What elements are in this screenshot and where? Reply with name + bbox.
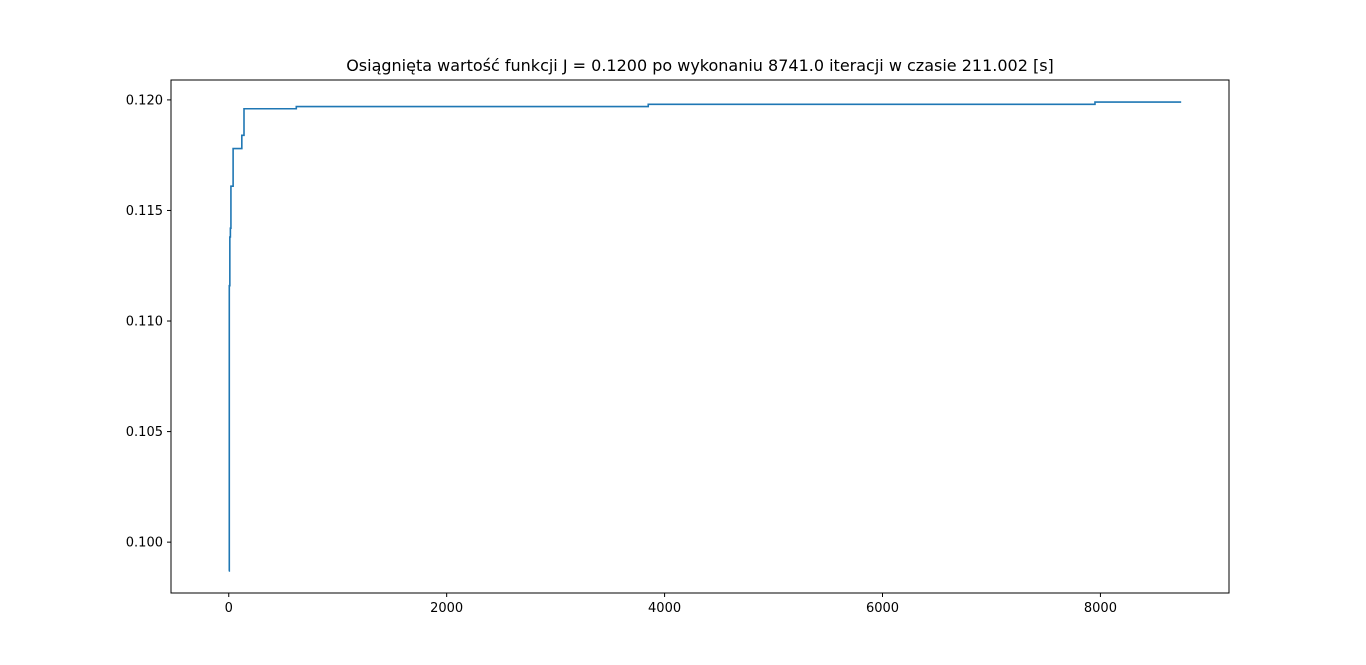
x-tick-label: 2000 [430,601,463,616]
y-tick-label: 0.120 [126,93,163,108]
y-tick-label: 0.100 [126,536,163,551]
series-line-0 [228,101,1182,572]
y-tick-label: 0.105 [126,425,163,440]
x-tick-label: 0 [225,601,233,616]
x-tick-label: 8000 [1084,601,1117,616]
x-tick-label: 4000 [648,601,681,616]
axes-frame [170,79,1230,594]
x-tick-label: 6000 [866,601,899,616]
y-tick-label: 0.115 [126,204,163,219]
x-axis: 0 2000 4000 6000 8000 [225,593,1117,616]
chart-title: Osiągnięta wartość funkcji J = 0.1200 po… [346,56,1054,75]
y-tick-label: 0.110 [126,315,163,330]
y-axis: 0.100 0.105 0.110 0.115 0.120 [126,93,171,551]
plot-area [228,101,1182,572]
